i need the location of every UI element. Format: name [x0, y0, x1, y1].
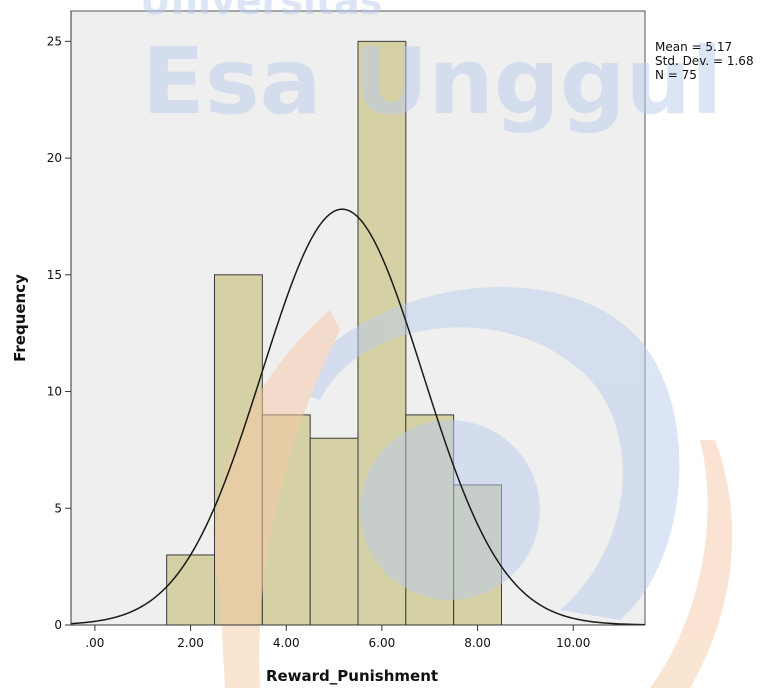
y-tick-label: 5 — [54, 501, 62, 515]
x-tick-label: 4.00 — [273, 636, 300, 650]
watermark-large-text: Esa Unggul — [142, 28, 723, 135]
x-tick-label: .00 — [85, 636, 104, 650]
watermark-orange-arc — [650, 440, 733, 688]
watermark-orange-swirl — [215, 310, 340, 688]
x-axis-title: Reward_Punishment — [266, 667, 438, 685]
statistics-annotation: Mean = 5.17 Std. Dev. = 1.68 N = 75 — [655, 40, 754, 82]
y-axis-ticks: 0 5 10 15 20 25 — [47, 34, 71, 632]
x-tick-label: 10.00 — [556, 636, 590, 650]
x-tick-label: 6.00 — [369, 636, 396, 650]
watermark-blue-disc — [360, 420, 540, 600]
y-tick-label: 15 — [47, 268, 62, 282]
x-tick-label: 8.00 — [464, 636, 491, 650]
histogram-bar — [166, 554, 216, 626]
normal-distribution-curve — [70, 208, 646, 626]
histogram-bar — [309, 437, 359, 626]
university-watermark-logo: Universitas Esa Unggul — [140, 0, 733, 688]
n-label: N = 75 — [655, 68, 697, 82]
y-tick-label: 20 — [47, 151, 62, 165]
x-tick-label: 2.00 — [177, 636, 204, 650]
watermark-blue-swirl — [290, 287, 680, 620]
mean-label: Mean = 5.17 — [655, 40, 732, 54]
y-tick-label: 10 — [47, 385, 62, 399]
std-dev-label: Std. Dev. = 1.68 — [655, 54, 754, 68]
y-tick-label: 0 — [54, 618, 62, 632]
watermark-small-text: Universitas — [140, 0, 382, 23]
x-axis-ticks: .00 2.00 4.00 6.00 8.00 10.00 — [85, 625, 590, 650]
y-axis-title: Frequency — [11, 274, 29, 362]
y-tick-label: 25 — [47, 34, 62, 48]
